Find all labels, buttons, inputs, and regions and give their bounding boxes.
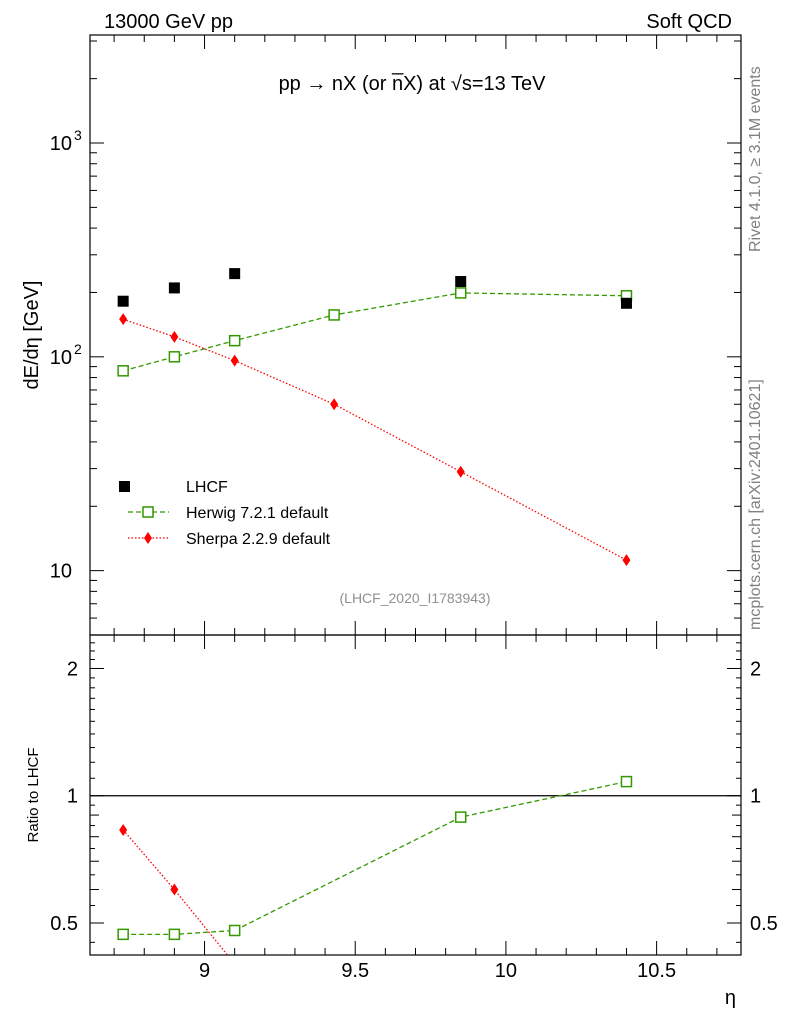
legend-sherpa-marker xyxy=(144,532,152,544)
legend-lhcf-marker xyxy=(119,481,130,492)
ratio-y-tick-label-right: 1 xyxy=(750,786,761,808)
ratio-y-tick-label-right: 2 xyxy=(750,658,761,680)
data-point xyxy=(228,334,241,347)
data-point xyxy=(228,924,241,937)
watermark: (LHCF_2020_I1783943) xyxy=(340,590,491,606)
ratio-y-tick-label-right: 0.5 xyxy=(750,913,778,935)
y-tick-exponent: 3 xyxy=(74,127,82,143)
data-point xyxy=(170,330,179,343)
ratio-y-tick-label: 1 xyxy=(67,786,78,808)
data-point xyxy=(119,823,128,836)
data-point xyxy=(117,295,129,307)
side-rivet-label: Rivet 4.1.0, ≥ 3.1M events xyxy=(747,66,764,252)
data-point xyxy=(454,811,467,823)
series-line xyxy=(122,829,229,955)
data-point xyxy=(330,398,339,411)
data-point xyxy=(229,268,241,280)
header-right: Soft QCD xyxy=(646,11,732,33)
data-point xyxy=(454,287,467,299)
x-tick-label: 9 xyxy=(199,960,210,982)
y-tick-label: 10 xyxy=(50,561,72,583)
series-line xyxy=(122,292,627,372)
ratio-panel: Ratio to LHCF η 0.5 0.5 1 1 2 2 9 9.5 10 10.5 xyxy=(25,634,778,1009)
legend-herwig-marker xyxy=(142,506,154,518)
x-axis-label: η xyxy=(725,987,736,1009)
y-tick-label: 10 xyxy=(50,133,72,155)
data-point xyxy=(620,297,632,309)
x-tick-label: 10 xyxy=(495,960,517,982)
header-left: 13000 GeV pp xyxy=(104,11,233,33)
legend-lhcf-label: LHCF xyxy=(186,479,228,496)
ratio-frame xyxy=(89,634,742,956)
x-tick-label: 9.5 xyxy=(341,960,369,982)
ratio-series xyxy=(117,775,633,955)
series-line xyxy=(123,780,627,935)
legend-sherpa-label: Sherpa 2.2.9 default xyxy=(186,531,331,548)
legend-herwig-label: Herwig 7.2.1 default xyxy=(186,505,329,522)
data-point xyxy=(168,282,180,294)
ratio-y-tick-label: 2 xyxy=(67,658,78,680)
main-series xyxy=(117,268,633,567)
y-axis-label: dE/dη [GeV] xyxy=(21,281,43,390)
data-point xyxy=(170,883,179,896)
main-title: pp → nX (or n̅X) at √s=13 TeV xyxy=(279,72,547,95)
y-tick-exponent: 2 xyxy=(74,341,82,357)
series-line xyxy=(122,318,627,561)
data-point xyxy=(622,554,631,567)
y-tick-label: 10 xyxy=(50,347,72,369)
data-point xyxy=(168,351,181,363)
ratio-y-tick-label: 0.5 xyxy=(50,913,78,935)
x-tick-label: 10.5 xyxy=(637,960,676,982)
data-point xyxy=(117,365,129,377)
ratio-y-axis-label: Ratio to LHCF xyxy=(25,747,42,842)
data-point xyxy=(230,354,239,367)
data-point xyxy=(455,276,467,288)
data-point xyxy=(620,775,633,788)
data-point xyxy=(456,465,465,478)
data-point xyxy=(328,309,340,321)
legend: LHCF Herwig 7.2.1 default Sherpa 2.2.9 d… xyxy=(119,479,331,548)
data-point xyxy=(117,928,129,941)
data-point xyxy=(119,313,128,326)
main-panel: pp → nX (or n̅X) at √s=13 TeV dE/dη [GeV… xyxy=(21,34,742,636)
ratio-ticks: 0.5 0.5 1 1 2 2 9 9.5 10 10.5 xyxy=(50,635,778,982)
data-point xyxy=(168,928,181,941)
side-mcplots-label: mcplots.cern.ch [arXiv:2401.10621] xyxy=(747,379,764,630)
